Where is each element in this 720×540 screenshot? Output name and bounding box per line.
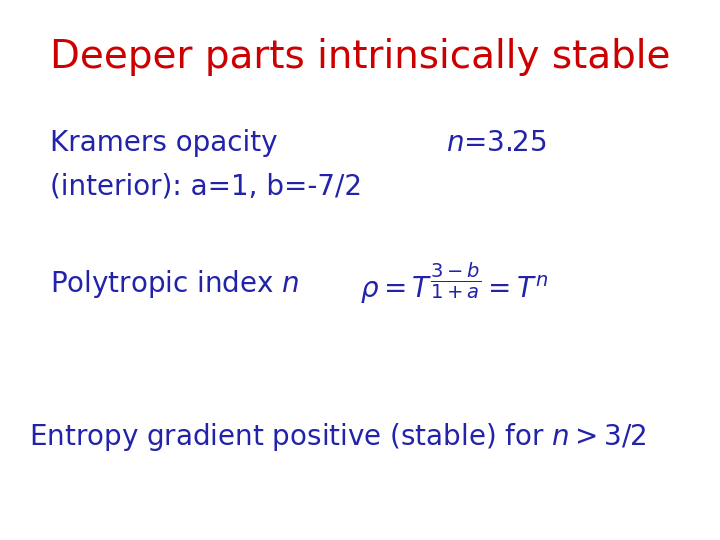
Text: (interior): a=1, b=-7/2: (interior): a=1, b=-7/2 bbox=[50, 172, 362, 200]
Text: Kramers opacity: Kramers opacity bbox=[50, 129, 278, 157]
Text: $\rho = T^{\dfrac{3-b}{1+a}} = T^{n}$: $\rho = T^{\dfrac{3-b}{1+a}} = T^{n}$ bbox=[360, 261, 549, 306]
Text: $\mathit{n}$=3.25: $\mathit{n}$=3.25 bbox=[446, 129, 547, 157]
Text: Entropy gradient positive (stable) for $n > 3/2$: Entropy gradient positive (stable) for $… bbox=[29, 421, 646, 454]
Text: Polytropic index $n$: Polytropic index $n$ bbox=[50, 267, 300, 300]
Text: Deeper parts intrinsically stable: Deeper parts intrinsically stable bbox=[50, 38, 670, 76]
